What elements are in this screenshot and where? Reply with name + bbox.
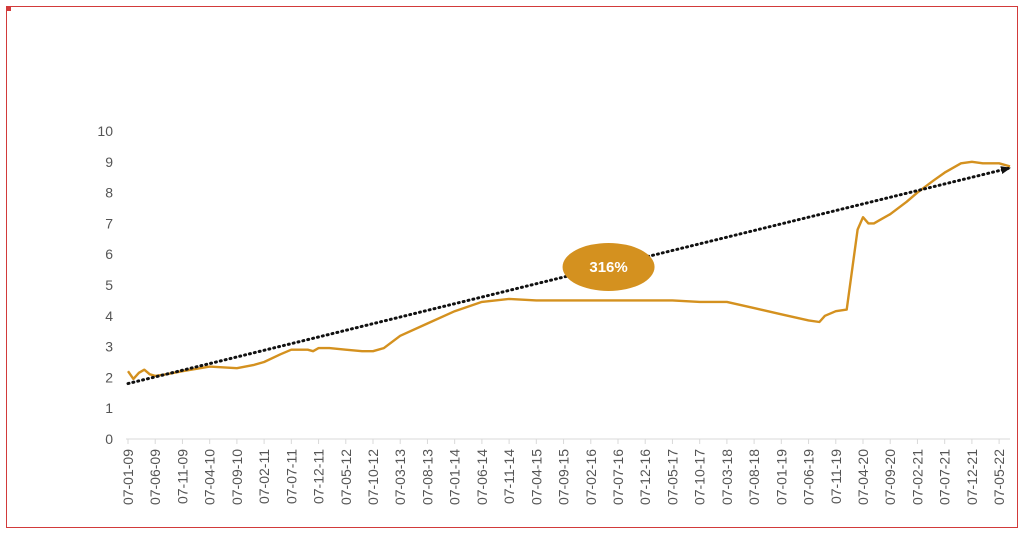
x-tick-label: 07-10-12 [365,449,381,505]
x-tick-label: 07-05-22 [991,449,1007,505]
x-tick-label: 07-03-13 [392,449,408,505]
series-line [127,160,1011,381]
annotation-group: 316% [562,242,655,291]
y-tick-label: 9 [105,154,113,170]
x-tick-label: 07-07-11 [283,449,299,504]
x-tick-label: 07-05-12 [338,449,354,505]
x-tick-label: 07-02-11 [256,449,272,504]
x-tick-label: 07-11-19 [828,449,844,504]
y-tick-label: 8 [105,185,113,201]
y-tick-label: 6 [105,246,113,262]
x-tick-label: 07-04-20 [855,449,871,505]
x-tick-label: 07-06-19 [801,449,817,505]
chart-frame [6,6,1018,528]
x-tick-label: 07-02-16 [583,449,599,505]
x-tick-label: 07-03-18 [719,449,735,505]
x-tick-label: 07-12-16 [637,449,653,505]
x-tick-label: 07-09-15 [556,449,572,505]
x-tick-label: 07-07-21 [937,449,953,505]
annotation-label: 316% [589,259,627,276]
y-tick-label: 10 [97,123,113,139]
x-tick-label: 07-11-14 [501,449,517,504]
x-tick-label: 07-08-18 [746,449,762,505]
y-tick-label: 3 [105,339,113,355]
corner-marker [7,7,11,11]
x-tick-label: 07-04-10 [202,449,218,505]
x-tick-label: 07-06-09 [147,449,163,505]
y-tick-label: 1 [105,400,113,416]
series-group [127,160,1011,381]
y-tick-label: 4 [105,308,113,324]
y-tick-label: 2 [105,369,113,385]
annotation-ellipse [562,242,655,291]
axes: 0 1 2 3 4 5 6 7 8 9 10 07-01-09 07-06-09 07-11-09 07-0… [97,123,1010,505]
x-tick-label: 07-01-14 [447,449,463,505]
x-tick-label: 07-07-16 [610,449,626,505]
x-tick-label: 07-12-21 [964,449,980,505]
x-tick-label: 07-09-20 [882,449,898,505]
x-tick-label: 07-09-10 [229,449,245,505]
y-tick-label: 5 [105,277,113,293]
y-tick-label: 7 [105,215,113,231]
x-tick-label: 07-08-13 [419,449,435,505]
x-tick-label: 07-01-19 [773,449,789,505]
y-tick-label: 0 [105,431,113,447]
x-tick-label: 07-05-17 [664,449,680,505]
x-tick-label: 07-01-09 [120,449,136,505]
x-tick-label: 07-06-14 [474,449,490,505]
x-tick-label: 07-04-15 [528,449,544,505]
x-tick-label: 07-10-17 [692,449,708,505]
x-tick-label: 07-02-21 [909,449,925,505]
x-tick-label: 07-11-09 [174,449,190,504]
x-tick-label: 07-12-11 [311,449,327,504]
